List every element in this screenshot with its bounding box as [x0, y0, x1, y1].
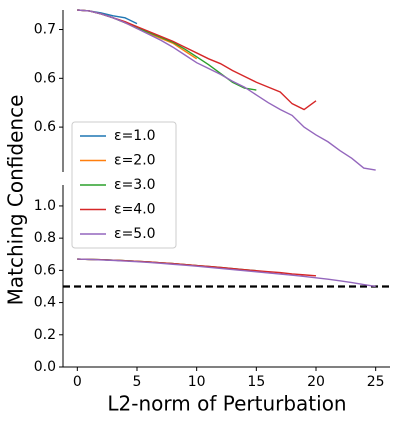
legend-label: ε=3.0: [114, 177, 156, 193]
x-tick-label: 10: [188, 374, 206, 390]
x-tick-label: 20: [307, 374, 325, 390]
x-axis-label: L2-norm of Perturbation: [107, 392, 346, 416]
y-tick-label: 0.6: [34, 262, 56, 278]
series-line: [77, 9, 257, 91]
legend-label: ε=5.0: [114, 226, 156, 242]
series-line: [77, 9, 317, 111]
legend-label: ε=1.0: [114, 128, 156, 144]
x-tick-label: 15: [247, 374, 265, 390]
y-tick-label: 0.6: [34, 70, 56, 86]
legend-label: ε=2.0: [114, 153, 156, 169]
y-tick-label: 0.7: [34, 22, 56, 38]
series-line: [77, 258, 376, 288]
y-tick-label: 0.2: [34, 327, 56, 343]
series-line: [77, 258, 317, 277]
legend: ε=1.0 ε=2.0 ε=3.0 ε=4.0 ε=5.0: [71, 121, 177, 249]
series-line: [77, 9, 376, 171]
x-tick-label: 5: [133, 374, 142, 390]
x-tick-label: 0: [73, 374, 82, 390]
legend-label: ε=4.0: [114, 202, 156, 218]
y-tick-label: 0.4: [34, 295, 56, 311]
y-axis-label: Matching Confidence: [4, 95, 28, 306]
y-tick-label: 1.0: [34, 198, 56, 214]
legend-box: [71, 121, 177, 249]
y-tick-label: 0.8: [34, 230, 56, 246]
x-tick-label: 25: [367, 374, 385, 390]
series-line: [77, 9, 138, 25]
y-tick-label: 0.0: [34, 359, 56, 375]
y-tick-label: 0.6: [34, 119, 56, 135]
